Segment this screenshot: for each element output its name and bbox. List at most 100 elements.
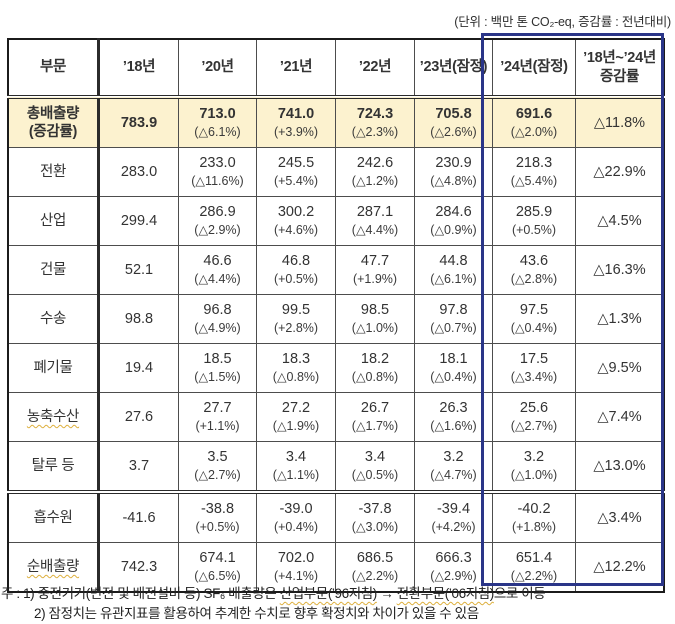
year-change: (△6.1%): [430, 272, 477, 286]
total-change-value: △1.3%: [597, 311, 642, 327]
year-value: 46.8: [281, 253, 311, 269]
year-cell: 724.3 (△2.3%): [335, 96, 415, 148]
year-value: 705.8: [435, 106, 472, 122]
base-year-cell: -41.6: [98, 490, 179, 543]
year-cell: 691.6 (△2.0%): [492, 96, 576, 148]
year-change: (△1.1%): [272, 468, 320, 482]
row-label-text: 산업: [39, 212, 67, 229]
year-change: (△2.2%): [351, 569, 399, 583]
col-header-5: ’23년(잠정): [414, 38, 493, 99]
total-change-cell: △7.4%: [575, 392, 665, 442]
year-value: 47.7: [360, 253, 390, 269]
year-value: -38.8: [200, 501, 235, 517]
year-change: (△2.6%): [430, 125, 477, 139]
year-change: (+0.5%): [511, 223, 557, 237]
row-label: 탈루 등: [7, 441, 100, 493]
year-value: 300.2: [277, 204, 315, 220]
total-change-cell: △16.3%: [575, 245, 665, 295]
year-change: (+4.6%): [273, 223, 319, 237]
emissions-table: 부문 ’18년 ’20년 ’21년 ’22년 ’23년(잠정) ’24년(잠정) ’18년~’…: [7, 38, 665, 593]
base-year-value: 98.8: [124, 311, 154, 327]
row-label-text: 전환: [39, 163, 67, 180]
row-label-text: 총배출량 (증감률): [26, 105, 80, 140]
year-value: 674.1: [199, 550, 236, 566]
year-cell: 25.6 (△2.7%): [492, 392, 576, 442]
year-cell: 287.1 (△4.4%): [335, 196, 415, 246]
year-value: -39.0: [279, 501, 313, 517]
total-change-value: △7.4%: [597, 409, 642, 425]
year-change: (△1.6%): [430, 419, 477, 433]
year-change: (△3.0%): [351, 520, 399, 534]
year-value: 284.6: [435, 204, 472, 220]
year-value: 285.9: [515, 204, 553, 220]
row-label-text: 탈루 등: [31, 457, 75, 474]
year-cell: 705.8 (△2.6%): [414, 96, 493, 148]
year-change: (△11.6%): [191, 174, 244, 188]
year-change: (△0.8%): [272, 370, 320, 384]
year-cell: 44.8 (△6.1%): [414, 245, 493, 295]
year-cell: 97.5 (△0.4%): [492, 294, 576, 344]
year-cell: 27.7 (+1.1%): [178, 392, 257, 442]
year-cell: 3.4 (△1.1%): [256, 441, 336, 493]
year-change: (△2.7%): [510, 419, 558, 433]
base-year-value: 299.4: [120, 213, 158, 229]
table-row: 산업 299.4 286.9 (△2.9%) 300.2 (+4.6%) 287.1 (△4.…: [7, 196, 665, 246]
emissions-table-wrap: 부문 ’18년 ’20년 ’21년 ’22년 ’23년(잠정) ’24년(잠정) ’18년~’…: [7, 33, 667, 593]
col-header-4: ’22년: [335, 38, 415, 99]
year-cell: 741.0 (+3.9%): [256, 96, 336, 148]
table-row: 탈루 등 3.7 3.5 (△2.7%) 3.4 (△1.1%) 3.4 (△0.5%) 3.2…: [7, 441, 665, 493]
table-row: 순배출량 742.3 674.1 (△6.5%) 702.0 (+4.1%) 686.5 (△…: [7, 542, 665, 593]
year-value: 18.1: [439, 351, 468, 367]
year-change: (△3.4%): [510, 370, 558, 384]
total-change-cell: △3.4%: [575, 490, 665, 543]
base-year-cell: 52.1: [98, 245, 179, 295]
year-cell: 18.2 (△0.8%): [335, 343, 415, 393]
base-year-cell: 283.0: [98, 147, 179, 197]
table-row: 폐기물 19.4 18.5 (△1.5%) 18.3 (△0.8%) 18.2 (△0.8%)…: [7, 343, 665, 393]
year-value: 3.4: [364, 449, 386, 465]
year-cell: 18.3 (△0.8%): [256, 343, 336, 393]
year-cell: 3.5 (△2.7%): [178, 441, 257, 493]
year-value: 96.8: [203, 302, 232, 318]
base-year-value: 742.3: [120, 559, 158, 575]
year-cell: 284.6 (△0.9%): [414, 196, 493, 246]
base-year-value: 783.9: [120, 115, 158, 131]
year-value: 691.6: [515, 106, 553, 122]
base-year-cell: 299.4: [98, 196, 179, 246]
col-header-2: ’20년: [178, 38, 257, 99]
year-value: -40.2: [517, 501, 551, 517]
year-cell: 3.4 (△0.5%): [335, 441, 415, 493]
year-value: 18.5: [203, 351, 232, 367]
table-row: 전환 283.0 233.0 (△11.6%) 245.5 (+5.4%) 242.6 (△1…: [7, 147, 665, 197]
year-cell: 242.6 (△1.2%): [335, 147, 415, 197]
row-label-text: 수송: [39, 310, 67, 327]
year-value: 44.8: [439, 253, 468, 269]
row-label-text: 순배출량: [26, 558, 80, 575]
year-value: 25.6: [519, 400, 549, 416]
year-value: 218.3: [515, 155, 553, 171]
table-row: 건물 52.1 46.6 (△4.4%) 46.8 (+0.5%) 47.7 (+1.9%) 4…: [7, 245, 665, 295]
base-year-value: -41.6: [122, 510, 156, 526]
row-label: 폐기물: [7, 343, 100, 393]
footnote-1: 주 : 1) 중전기기(변전 및 배전설비 등) SF₆ 배출량은 산업부문(’…: [1, 584, 546, 604]
total-change-cell: △13.0%: [575, 441, 665, 493]
year-value: 3.2: [443, 449, 464, 465]
year-cell: 3.2 (△4.7%): [414, 441, 493, 493]
row-label-text: 흡수원: [33, 509, 73, 526]
year-cell: 233.0 (△11.6%): [178, 147, 257, 197]
year-value: 99.5: [281, 302, 311, 318]
year-change: (+5.4%): [273, 174, 319, 188]
year-cell: 97.8 (△0.7%): [414, 294, 493, 344]
year-value: 741.0: [277, 106, 315, 122]
year-value: 245.5: [277, 155, 315, 171]
year-change: (△0.4%): [430, 370, 477, 384]
year-cell: 98.5 (△1.0%): [335, 294, 415, 344]
year-cell: 18.1 (△0.4%): [414, 343, 493, 393]
year-cell: 674.1 (△6.5%): [178, 542, 257, 593]
year-value: 97.5: [519, 302, 549, 318]
row-label: 흡수원: [7, 490, 100, 543]
year-cell: -40.2 (+1.8%): [492, 490, 576, 543]
year-value: 27.7: [203, 400, 232, 416]
table-row: 흡수원 -41.6 -38.8 (+0.5%) -39.0 (+0.4%) -37.8 (△3…: [7, 490, 665, 543]
base-year-cell: 98.8: [98, 294, 179, 344]
